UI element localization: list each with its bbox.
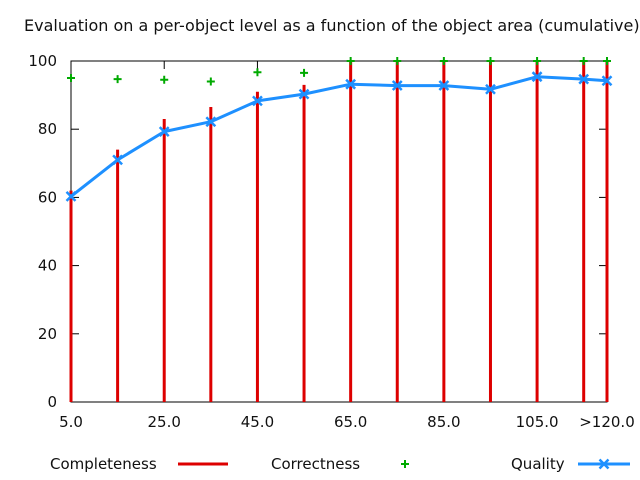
correctness-series [67,57,611,86]
y-axis-ticks: 0 20 40 60 80 100 [28,52,607,411]
legend-label-correctness: Correctness [271,455,361,473]
correctness-point [533,57,542,65]
correctness-point [160,75,169,84]
quality-point [601,75,613,87]
x-tick-label: 5.0 [59,413,83,431]
quality-series [65,71,613,202]
y-tick-label: 20 [38,325,57,343]
x-tick-label: 105.0 [516,413,559,431]
legend-marks [178,458,630,470]
quality-point [252,95,263,107]
correctness-point [346,57,355,65]
correctness-point [486,57,495,65]
quality-point [531,71,543,83]
quality-point [391,80,403,91]
correctness-point [579,57,588,65]
correctness-point [206,77,215,86]
correctness-point [300,68,309,77]
correctness-point [113,75,122,84]
x-tick-label: >120.0 [579,413,635,431]
y-tick-label: 100 [28,52,57,70]
y-tick-label: 0 [47,393,57,411]
quality-line [70,75,608,198]
correctness-point [67,74,75,83]
quality-point [438,80,450,91]
quality-point [578,73,590,85]
correctness-point [439,57,448,65]
legend-mark-quality-point [598,458,610,470]
plot-frame [70,60,608,403]
quality-point [345,78,357,90]
y-tick-label: 80 [38,120,57,138]
quality-point [65,190,77,202]
x-tick-label: 65.0 [334,413,367,431]
correctness-point [603,57,611,65]
x-axis-ticks: 5.0 25.0 45.0 65.0 85.0 105.0 >120.0 [59,61,635,431]
y-tick-label: 60 [38,188,57,206]
correctness-point [253,68,262,77]
correctness-point [393,57,402,65]
chart-title: Evaluation on a per-object level as a fu… [24,16,640,35]
legend-label-quality: Quality [511,455,565,473]
legend-label-completeness: Completeness [50,455,157,473]
quality-point [485,83,496,95]
legend-mark-correctness [401,460,409,468]
quality-point [158,126,170,137]
x-tick-label: 25.0 [148,413,181,431]
quality-point [112,154,123,166]
plot-border [70,60,608,403]
y-tick-label: 40 [38,257,57,275]
x-tick-label: 45.0 [241,413,274,431]
quality-point [205,116,217,128]
x-tick-label: 85.0 [427,413,460,431]
quality-point [298,88,310,100]
completeness-series [69,61,609,402]
